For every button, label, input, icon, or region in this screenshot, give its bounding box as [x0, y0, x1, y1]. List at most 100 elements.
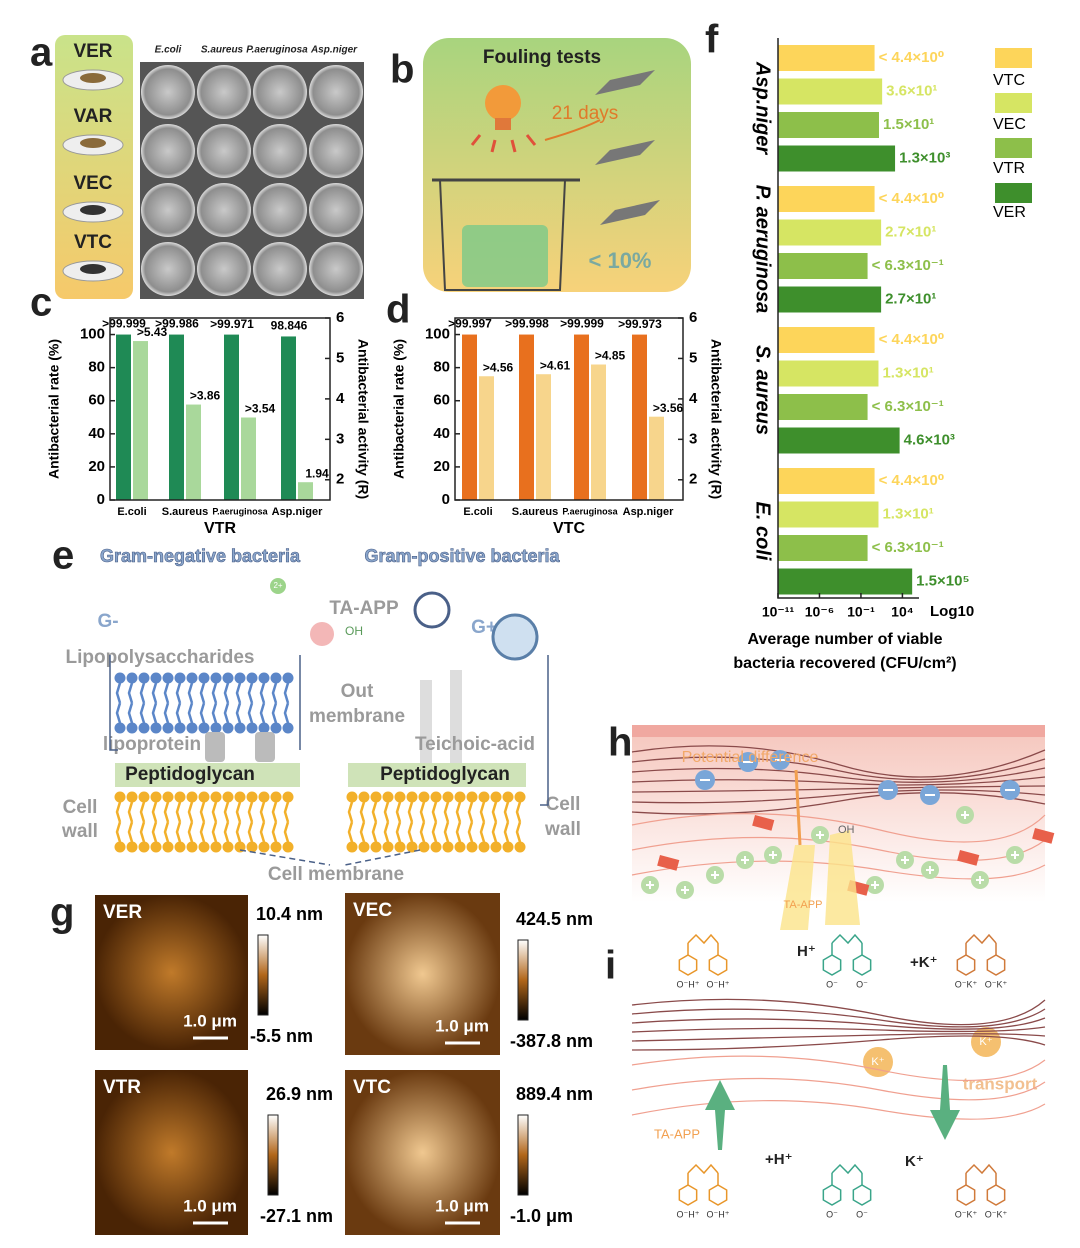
- lipid-tail: [235, 801, 242, 843]
- value-label: >99.973: [618, 317, 662, 331]
- panel-letter: b: [390, 48, 414, 92]
- k-ion-label: K⁺: [979, 1036, 992, 1048]
- lipid-head: [114, 722, 126, 734]
- chain: [965, 1163, 997, 1175]
- agar-plate: [141, 65, 195, 119]
- arrow: [794, 769, 802, 846]
- leader: [239, 849, 421, 866]
- fiber: [631, 1008, 1046, 1028]
- cell-wall: Cell: [63, 797, 98, 818]
- strain-label: S.aureus: [201, 45, 244, 56]
- cation-sign: [681, 886, 689, 894]
- lipid-tail: [359, 801, 366, 843]
- panel-letters: a b c d e f g h i: [30, 18, 719, 988]
- fouling-title: Fouling tests: [483, 47, 601, 68]
- lipid-head: [174, 722, 186, 734]
- lipid-tail: [199, 682, 206, 724]
- afm-image: [95, 1070, 248, 1235]
- bar: [116, 334, 131, 500]
- lipid-tail: [175, 682, 182, 724]
- lipoprotein-bar: [205, 732, 225, 762]
- lipid-tail: [347, 801, 354, 843]
- lipid-tail: [151, 682, 158, 724]
- lipid-head: [430, 791, 442, 803]
- agar-plate: [253, 242, 307, 296]
- y2-tick-label: 5: [336, 349, 344, 366]
- y2-tick-label: 4: [336, 390, 345, 407]
- lipid-tail: [211, 682, 218, 724]
- legend-label: VEC: [993, 116, 1026, 133]
- lipid-head: [466, 791, 478, 803]
- lipid-head: [150, 791, 162, 803]
- lipid-head: [454, 841, 466, 853]
- lipid-head: [406, 791, 418, 803]
- lipid-tail: [455, 801, 462, 843]
- color-bar: [517, 1114, 529, 1196]
- lipid-tail: [199, 801, 206, 843]
- lipid-tail: [127, 801, 134, 843]
- lipid-head: [246, 841, 258, 853]
- sample-label: VER: [73, 41, 112, 62]
- scale-label: 1.0 μm: [435, 1196, 489, 1215]
- agar-plate: [253, 65, 307, 119]
- chain: [831, 1163, 863, 1175]
- value-label: >3.86: [190, 389, 221, 403]
- h-in: H⁺: [797, 943, 816, 960]
- x-tick-label: Asp.niger: [623, 506, 674, 518]
- lipid-tail: [491, 801, 498, 843]
- lipid-tail: [247, 801, 254, 843]
- lipid-head: [138, 672, 150, 684]
- lipid-head: [394, 791, 406, 803]
- lipid-head: [270, 672, 282, 684]
- lipid-tail: [223, 801, 230, 843]
- panel-e: Gram-negative bacteria Gram-positive bac…: [61, 545, 581, 885]
- group-label: O⁻: [856, 1209, 868, 1219]
- value-label: < 6.3×10⁻¹: [872, 539, 944, 556]
- g-minus: G-: [97, 611, 118, 632]
- arrow: [544, 119, 601, 141]
- lipid-tail: [383, 801, 390, 843]
- lipid-head: [138, 791, 150, 803]
- scale-label: 1.0 μm: [435, 1016, 489, 1035]
- lipid-head: [174, 672, 186, 684]
- cell-wall-line: [631, 860, 1046, 880]
- group-label: Asp.niger: [752, 61, 774, 155]
- fiber: [631, 792, 1046, 815]
- peptidoglycan: Peptidoglycan: [125, 764, 255, 785]
- phenol-ring: [822, 954, 842, 976]
- fiber: [631, 756, 1046, 781]
- value-label: 1.3×10³: [899, 149, 950, 166]
- lipid-head: [382, 791, 394, 803]
- lipid-head: [394, 841, 406, 853]
- strain-label: Asp.niger: [310, 45, 358, 56]
- panel-letter: i: [605, 944, 616, 988]
- lipid-head: [126, 722, 138, 734]
- phenol-ring: [986, 954, 1006, 976]
- lipid-head: [174, 841, 186, 853]
- value-label: < 4.4×10⁰: [879, 331, 945, 348]
- cell-wall-line: [631, 1100, 1046, 1120]
- lipid-head: [222, 841, 234, 853]
- lipid-head: [346, 791, 358, 803]
- sample-film: [80, 264, 106, 274]
- lipid-head: [282, 722, 294, 734]
- lipid-head: [282, 791, 294, 803]
- algae: [462, 225, 548, 287]
- lipid-head: [114, 672, 126, 684]
- y-tick-label: 100: [80, 326, 105, 343]
- value-label: < 4.4×10⁰: [879, 190, 945, 207]
- sample-film: [80, 73, 106, 83]
- lipid-tail: [259, 801, 266, 843]
- lipid-tail: [223, 682, 230, 724]
- vesicle: [752, 815, 775, 831]
- panel-letter: d: [386, 288, 410, 332]
- lipid-head: [126, 791, 138, 803]
- lipid-tail: [407, 801, 414, 843]
- lipid-tail: [127, 682, 134, 724]
- vesicle: [957, 850, 980, 866]
- y-tick-label: 80: [433, 359, 450, 376]
- color-bar: [517, 939, 529, 1021]
- lipid-tail: [431, 801, 438, 843]
- max-label: 26.9 nm: [266, 1084, 333, 1104]
- group-label: O⁻K⁺: [985, 1209, 1008, 1219]
